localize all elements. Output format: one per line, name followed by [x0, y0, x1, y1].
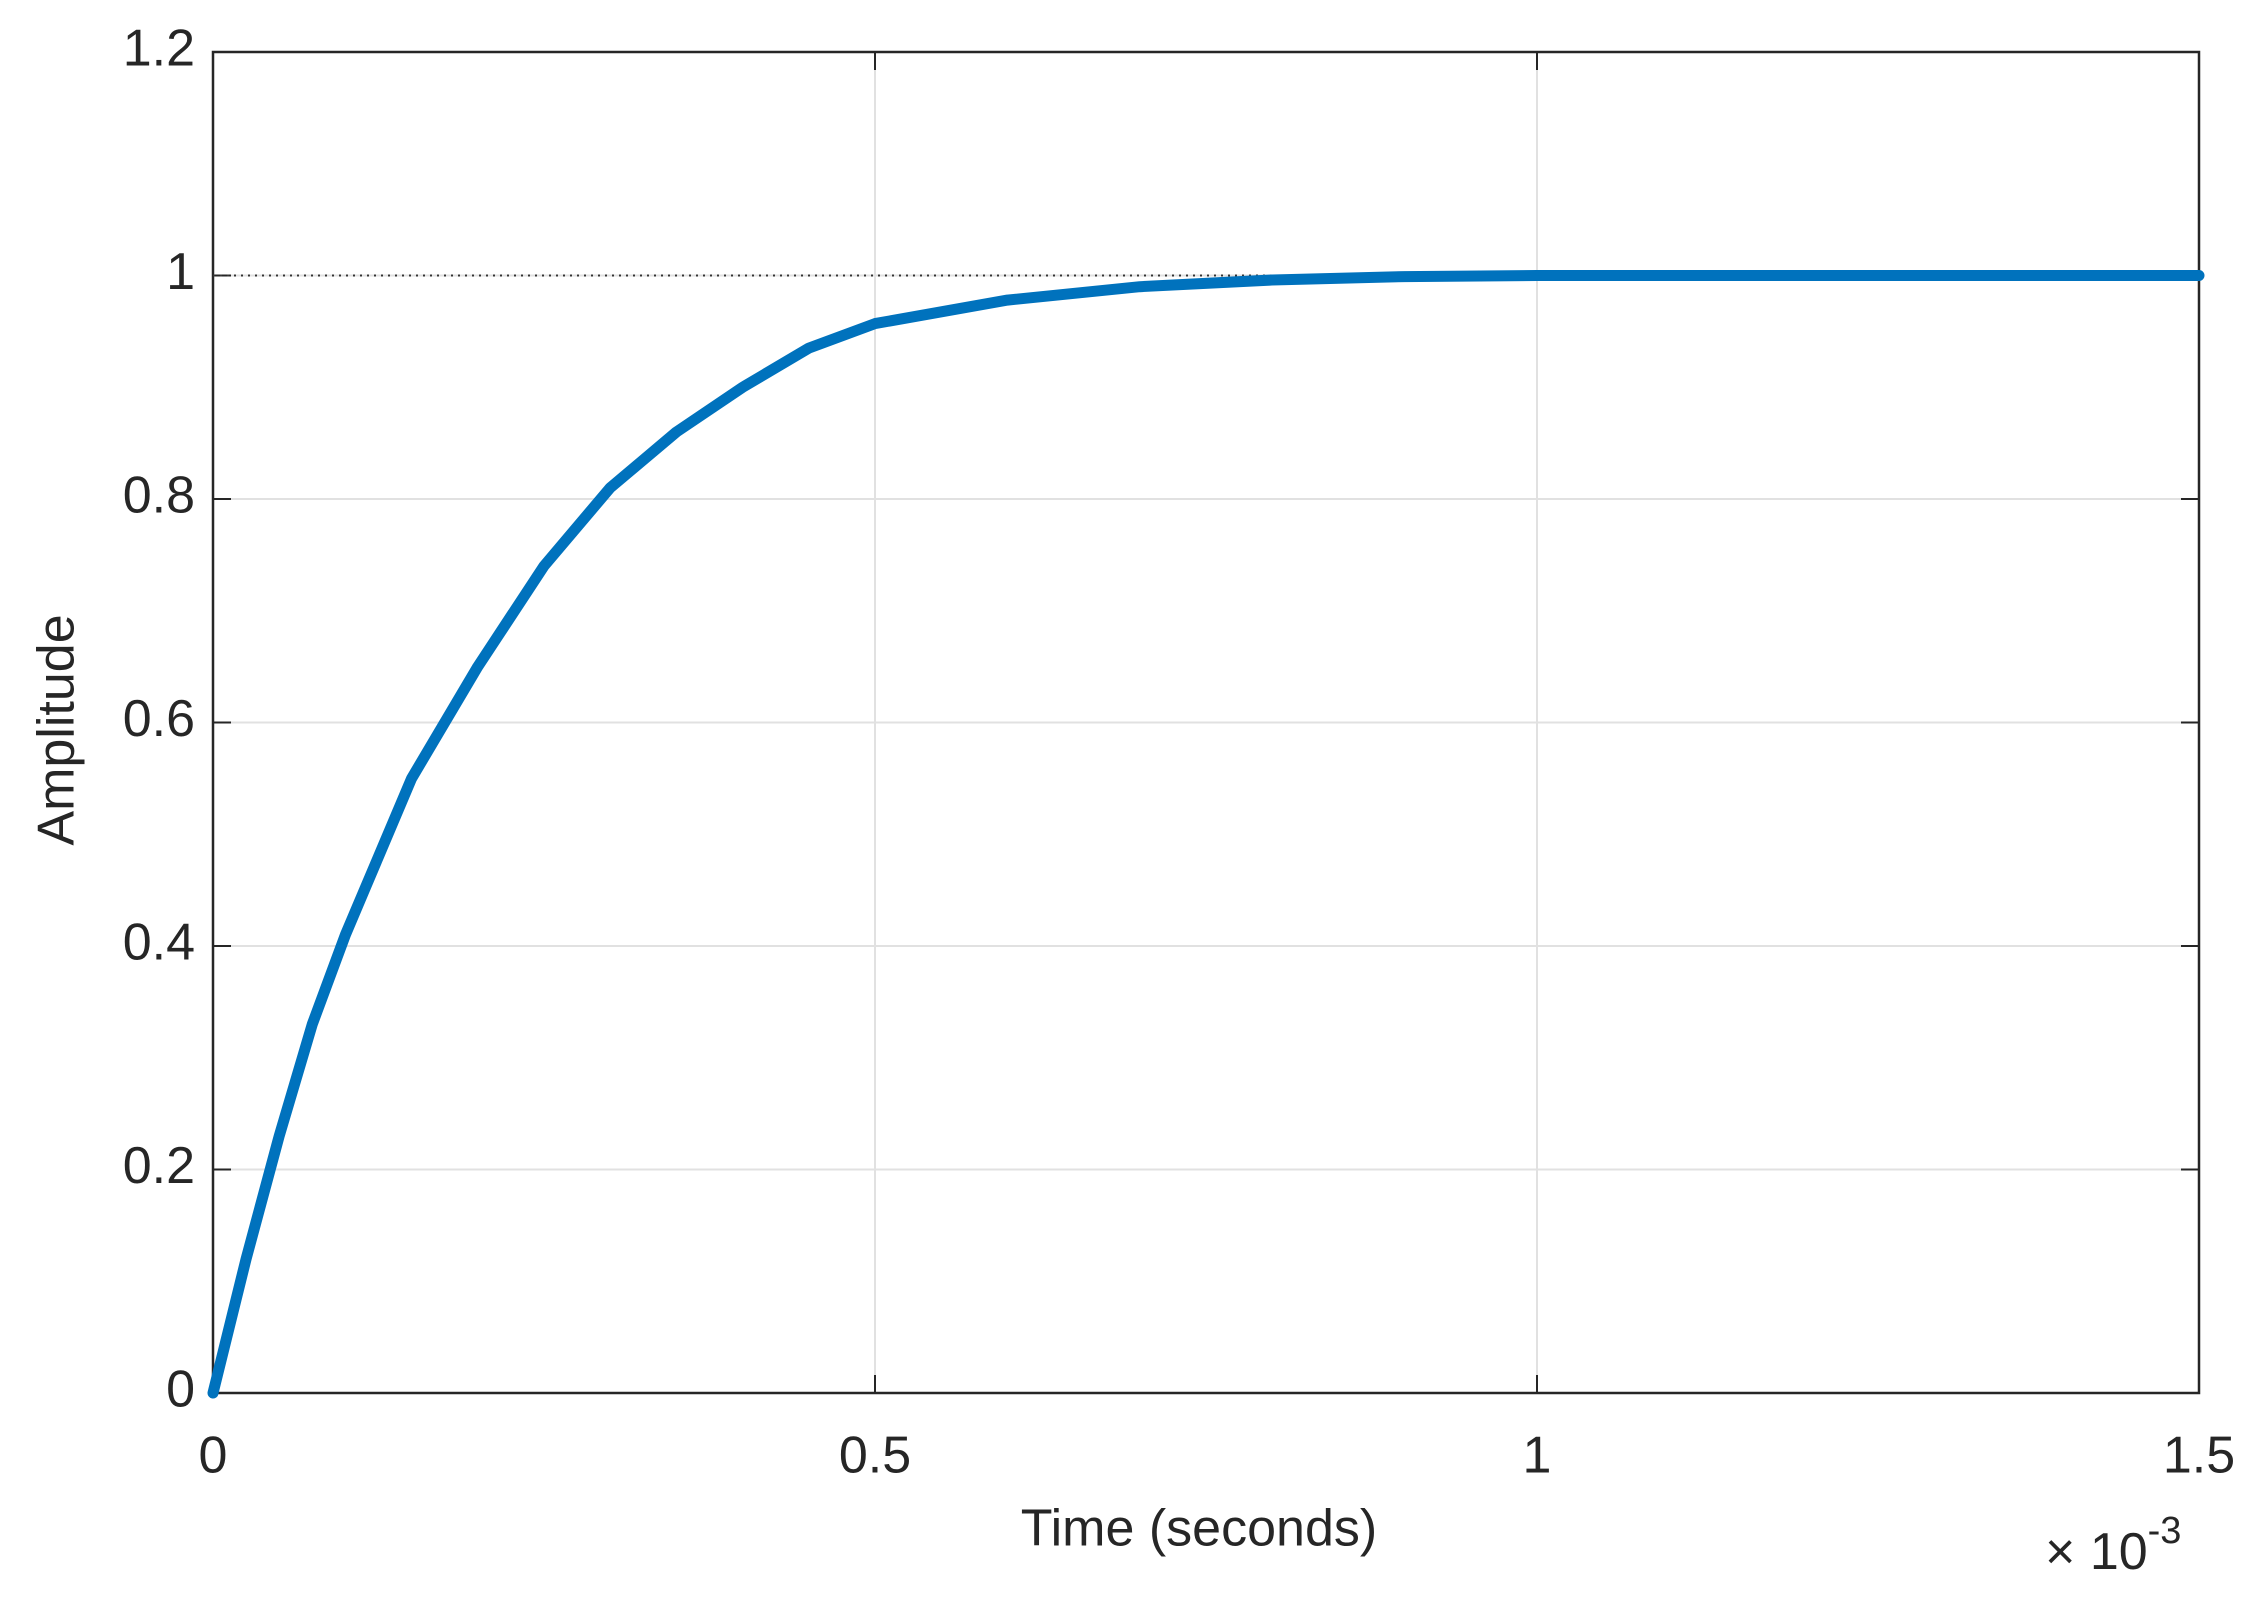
multiplier-base: × 10: [2045, 1523, 2148, 1581]
y-tick-label: 0.2: [123, 1137, 195, 1195]
x-axis-label: Time (seconds): [1021, 1500, 1377, 1558]
response-line: [207, 270, 2205, 1399]
x-tick-label: 0: [199, 1427, 228, 1485]
y-tick-label: 1.2: [123, 20, 195, 78]
plot-frame: [211, 50, 2201, 1395]
x-tick-label: 1.5: [2163, 1427, 2235, 1485]
y-tick-label: 1: [166, 243, 195, 301]
x-multiplier: × 10-3: [2045, 1510, 2181, 1581]
multiplier-exponent: -3: [2148, 1510, 2182, 1552]
y-axis-label: Amplitude: [28, 614, 86, 845]
x-tick-label: 0.5: [839, 1427, 911, 1485]
y-tick-label: 0.8: [123, 467, 195, 525]
y-tick-label: 0.4: [123, 914, 195, 972]
y-tick-label: 0: [166, 1361, 195, 1419]
y-tick-label: 0.6: [123, 690, 195, 748]
x-tick-label: 1: [1523, 1427, 1552, 1485]
